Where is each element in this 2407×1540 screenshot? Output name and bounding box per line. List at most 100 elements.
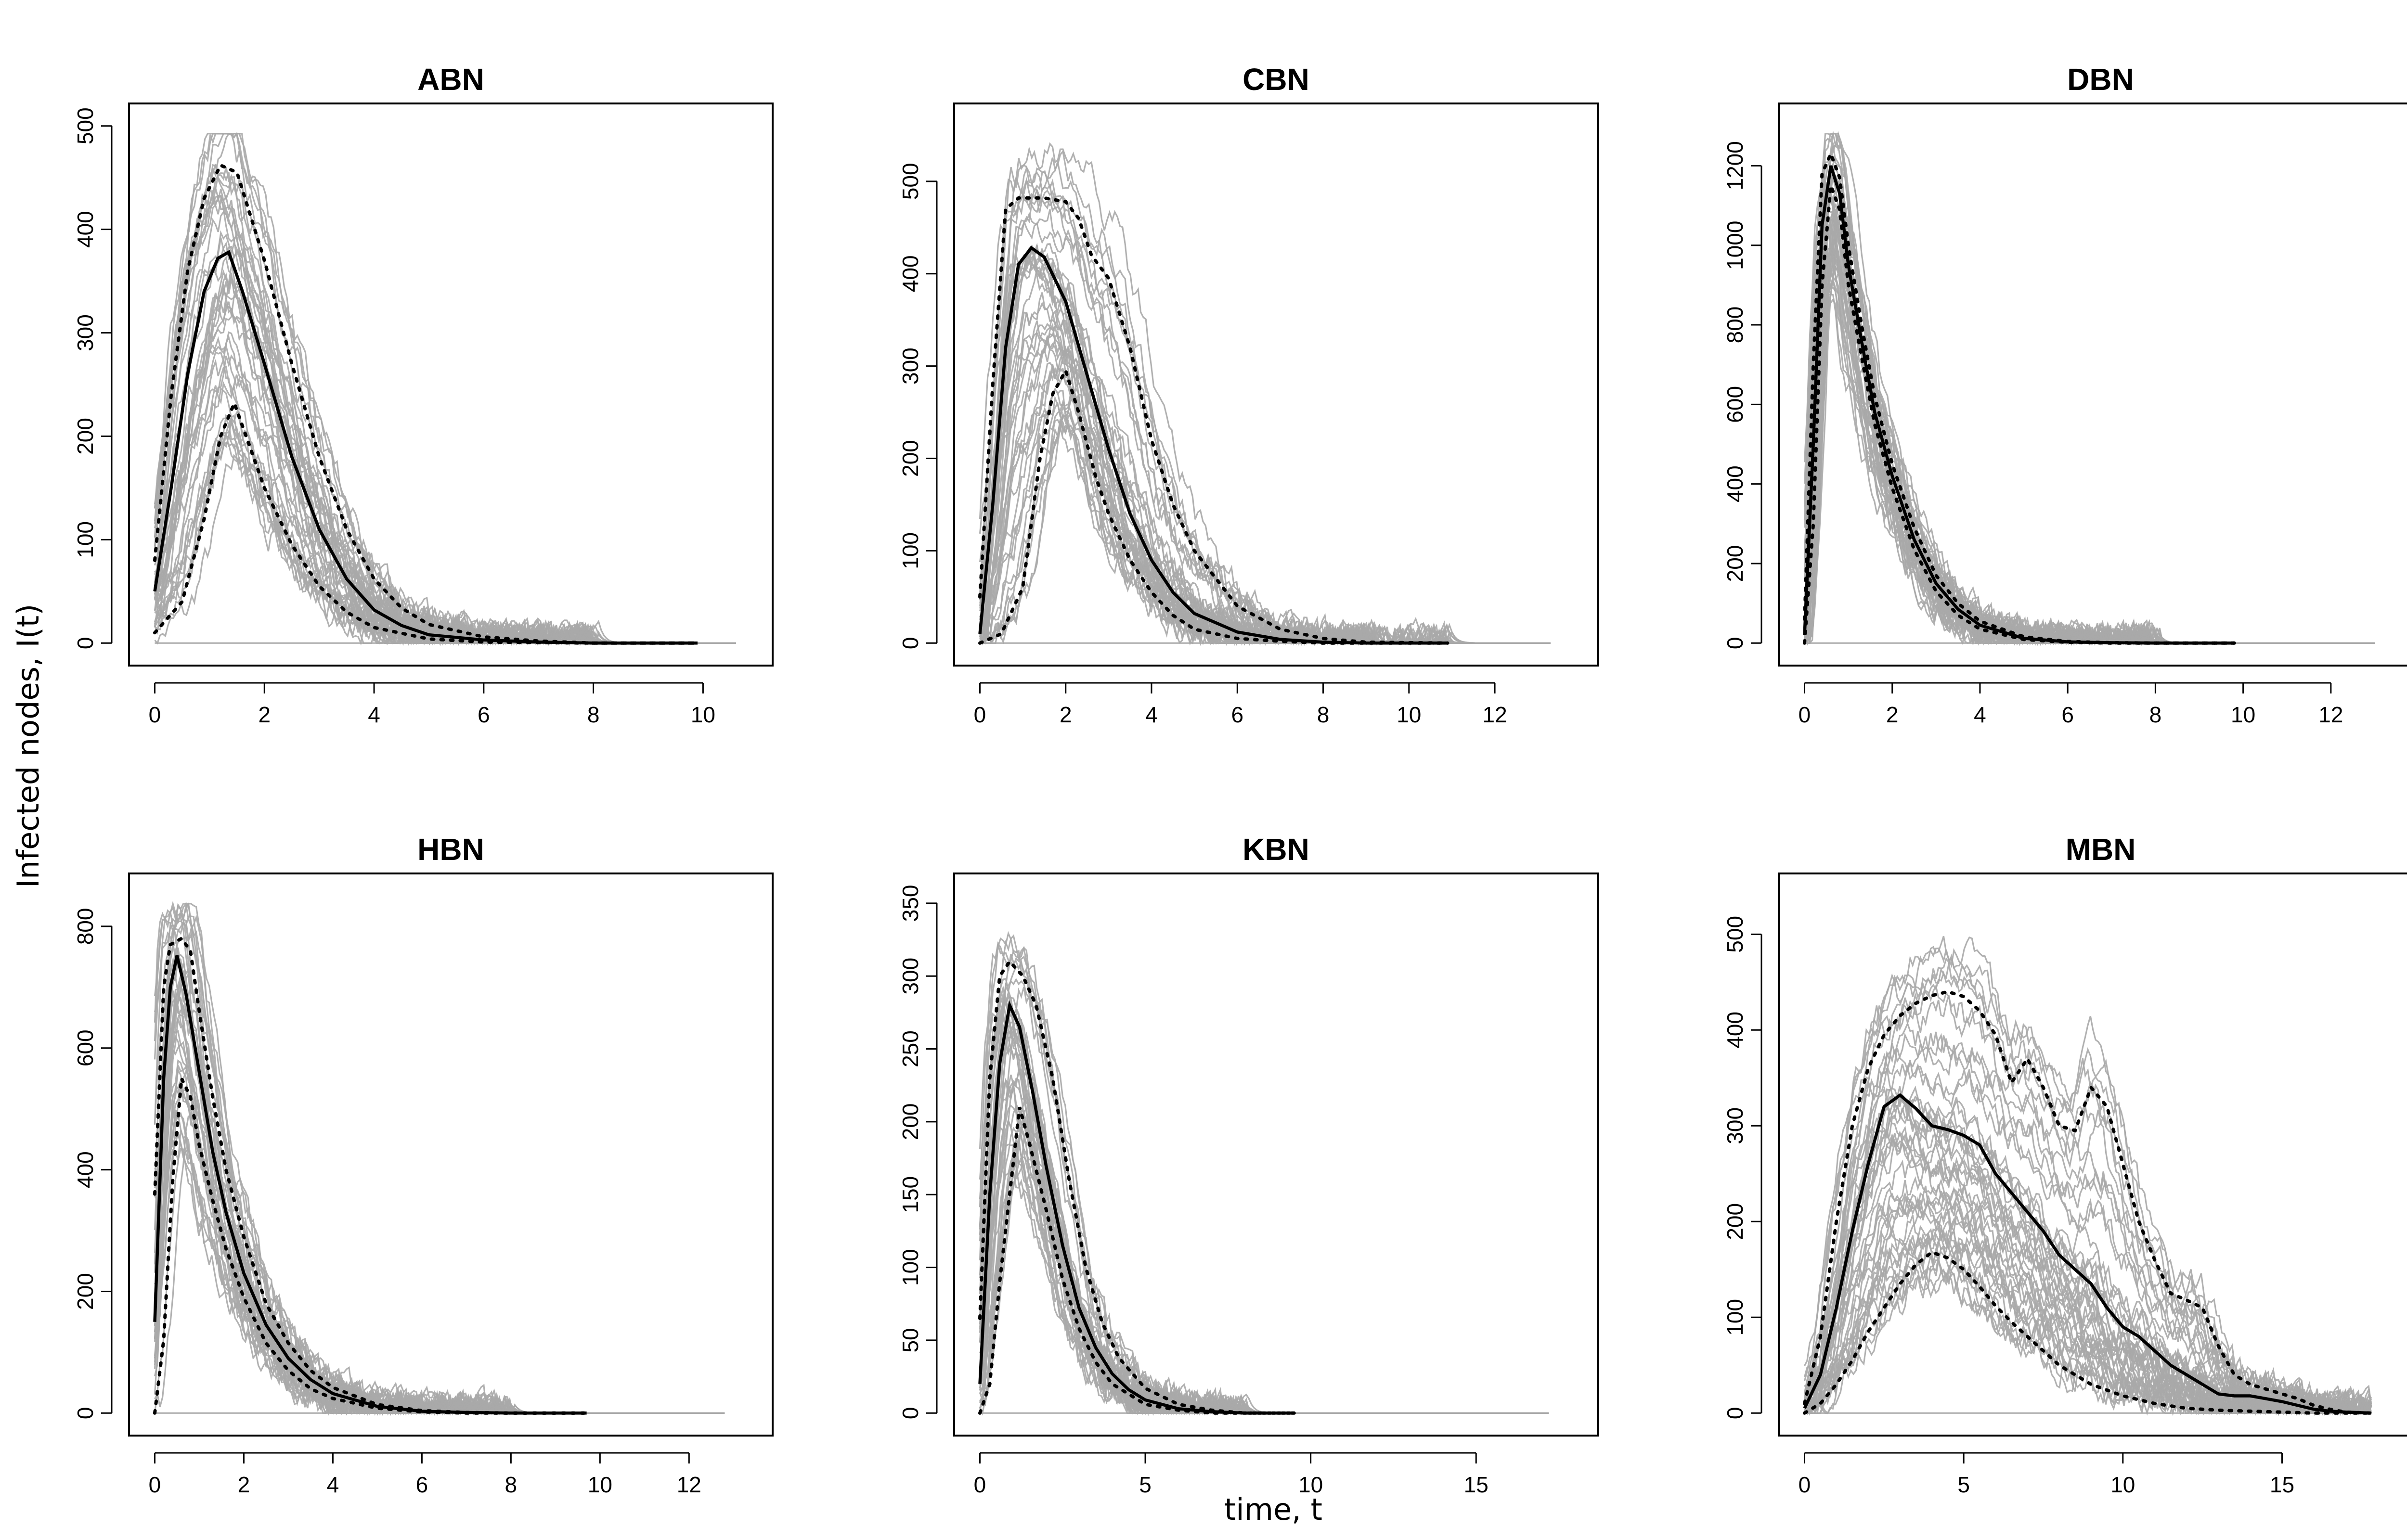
y-tick-label: 150 <box>898 1176 923 1213</box>
y-tick-label: 1200 <box>1722 141 1747 190</box>
x-tick-label: 5 <box>1139 1472 1152 1497</box>
x-tick-label: 8 <box>505 1472 518 1497</box>
y-tick-label: 400 <box>73 211 98 248</box>
y-tick-label: 200 <box>73 1273 98 1310</box>
x-tick-label: 0 <box>149 702 161 727</box>
y-tick-label: 1000 <box>1722 221 1747 270</box>
x-tick-label: 12 <box>677 1472 701 1497</box>
y-tick-label: 0 <box>898 637 923 649</box>
panel-title: CBN <box>1242 62 1309 97</box>
panel-cbn: CBN 0 2 4 6 8 10 12 0 100 200 300 400 500 <box>898 62 1599 727</box>
plot-frame <box>128 873 774 1437</box>
panel-title: HBN <box>417 832 484 867</box>
lower-quantile-line <box>1803 185 2236 645</box>
y-tick-label: 800 <box>1722 307 1747 344</box>
x-tick-label: 2 <box>1886 702 1899 727</box>
upper-quantile-line <box>978 959 1296 1415</box>
y-tick-label: 400 <box>73 1151 98 1188</box>
upper-quantile-line <box>1803 149 2236 645</box>
x-tick-label: 8 <box>2149 702 2162 727</box>
x-tick-label: 0 <box>1799 1472 1811 1497</box>
lower-quantile-line <box>978 1106 1296 1415</box>
x-tick-label: 0 <box>974 702 986 727</box>
x-tick-label: 10 <box>2110 1472 2135 1497</box>
y-tick-label: 600 <box>73 1029 98 1066</box>
panel-title: DBN <box>2067 62 2134 97</box>
y-tick-label: 200 <box>1722 1203 1747 1240</box>
y-tick-label: 250 <box>898 1030 923 1067</box>
x-tick-label: 5 <box>1957 1472 1970 1497</box>
x-tick-label: 10 <box>1397 702 1421 727</box>
panel-title: MBN <box>2066 832 2136 867</box>
upper-quantile-line <box>1803 990 2373 1415</box>
x-tick-label: 2 <box>258 702 271 727</box>
x-tick-label: 0 <box>974 1472 986 1497</box>
median-line <box>1803 1093 2371 1415</box>
y-tick-label: 500 <box>73 107 98 144</box>
y-tick-label: 300 <box>898 347 923 385</box>
y-tick-label: 200 <box>898 1104 923 1141</box>
y-tick-label: 400 <box>1722 465 1747 502</box>
y-tick-label: 500 <box>898 163 923 200</box>
y-tick-label: 100 <box>1722 1299 1747 1336</box>
x-tick-label: 6 <box>1231 702 1243 727</box>
y-tick-label: 0 <box>73 1407 98 1419</box>
x-axis-label: time, t <box>1224 1492 1322 1527</box>
median-line <box>978 1000 1294 1415</box>
simulation-trace <box>1804 953 2371 1416</box>
panel-dbn: DBN 0 2 4 6 8 10 12 0 200 400 600 800 1000 1200 <box>1722 62 2407 727</box>
plot-frame <box>1778 103 2407 667</box>
x-tick-label: 8 <box>587 702 600 727</box>
y-tick-label: 100 <box>898 532 923 569</box>
median-line <box>153 955 587 1415</box>
simulation-trace <box>1804 970 2372 1414</box>
y-tick-label: 350 <box>898 885 923 922</box>
y-axis-label: Infected nodes, I(t) <box>11 604 46 888</box>
y-tick-label: 0 <box>1722 637 1747 649</box>
y-tick-label: 0 <box>73 637 98 649</box>
x-tick-label: 4 <box>1145 702 1158 727</box>
x-tick-label: 10 <box>691 702 715 727</box>
median-line <box>1803 165 2235 645</box>
y-tick-label: 200 <box>898 440 923 477</box>
x-tick-label: 4 <box>368 702 380 727</box>
x-tick-label: 12 <box>2318 702 2343 727</box>
median-line <box>978 245 1448 645</box>
x-tick-label: 2 <box>238 1472 250 1497</box>
x-tick-label: 0 <box>1799 702 1811 727</box>
lower-quantile-line <box>978 366 1449 645</box>
y-tick-label: 500 <box>1722 916 1747 953</box>
panel-title: ABN <box>417 62 484 97</box>
x-tick-label: 2 <box>1060 702 1072 727</box>
simulation-trace <box>1804 1211 2371 1416</box>
x-tick-label: 10 <box>2231 702 2255 727</box>
simulation-trace <box>979 161 1551 646</box>
y-tick-label: 800 <box>73 908 98 945</box>
simulation-trace <box>1803 1100 2372 1416</box>
x-tick-label: 6 <box>416 1472 428 1497</box>
y-tick-label: 200 <box>1722 545 1747 582</box>
y-tick-label: 600 <box>1722 386 1747 423</box>
lower-quantile-line <box>153 398 699 645</box>
y-tick-label: 100 <box>898 1249 923 1286</box>
simulation-trace <box>1804 1152 2372 1415</box>
plot-frame <box>1778 873 2407 1437</box>
x-tick-label: 4 <box>327 1472 339 1497</box>
plot-frame <box>953 103 1599 667</box>
plot-frame <box>128 103 774 667</box>
x-tick-label: 15 <box>2270 1472 2294 1497</box>
median-line <box>153 250 698 645</box>
y-tick-label: 0 <box>898 1407 923 1419</box>
x-tick-label: 12 <box>1482 702 1507 727</box>
y-tick-label: 100 <box>73 521 98 558</box>
plot-frame <box>953 873 1599 1437</box>
x-tick-label: 6 <box>2061 702 2074 727</box>
x-tick-label: 6 <box>478 702 490 727</box>
x-tick-label: 8 <box>1317 702 1330 727</box>
x-tick-label: 4 <box>1974 702 1986 727</box>
panel-title: KBN <box>1242 832 1309 867</box>
